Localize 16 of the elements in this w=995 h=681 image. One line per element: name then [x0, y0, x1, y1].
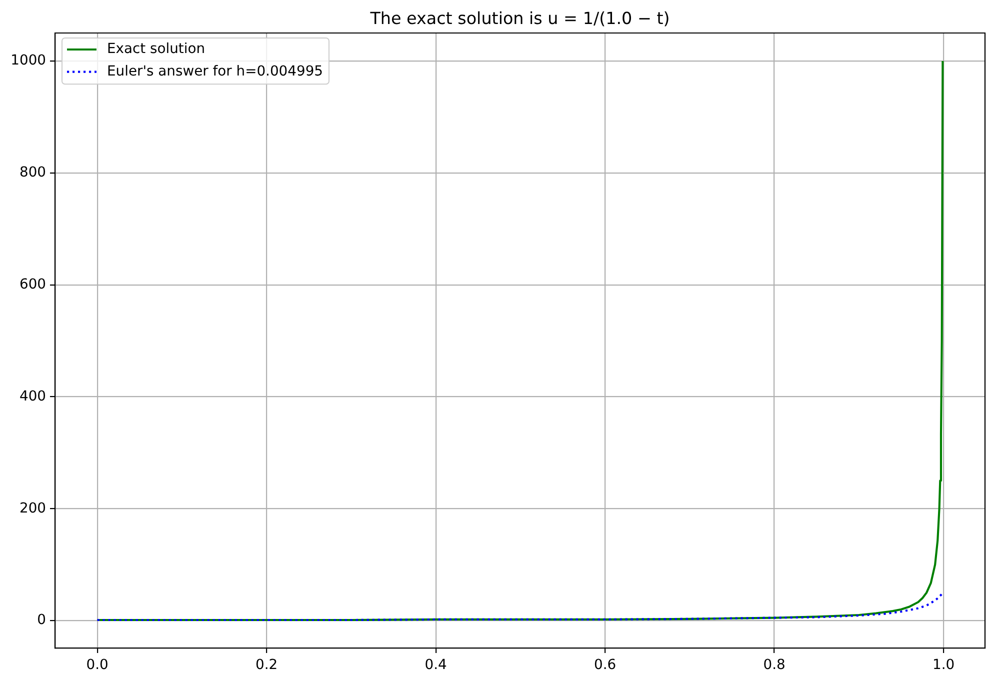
y-tick-label: 200	[19, 500, 46, 516]
chart-title: The exact solution is u = 1/(1.0 − t)	[369, 8, 670, 28]
x-tick-label: 0.8	[763, 656, 786, 673]
legend-label: Exact solution	[107, 41, 206, 58]
x-tick-label: 0.0	[86, 656, 108, 673]
x-tick-label: 0.2	[256, 656, 278, 673]
x-tick-label: 1.0	[932, 656, 955, 673]
y-tick-label: 800	[19, 164, 46, 181]
y-tick-label: 0	[37, 612, 46, 628]
x-tick-label: 0.4	[424, 656, 448, 673]
line-series	[96, 592, 944, 622]
x-tick-label: 0.6	[594, 656, 616, 673]
y-tick-label: 600	[19, 276, 46, 292]
y-tick-label: 1000	[10, 52, 46, 69]
y-tick-label: 400	[19, 388, 46, 404]
legend-label: Euler's answer for h=0.004995	[107, 63, 323, 80]
